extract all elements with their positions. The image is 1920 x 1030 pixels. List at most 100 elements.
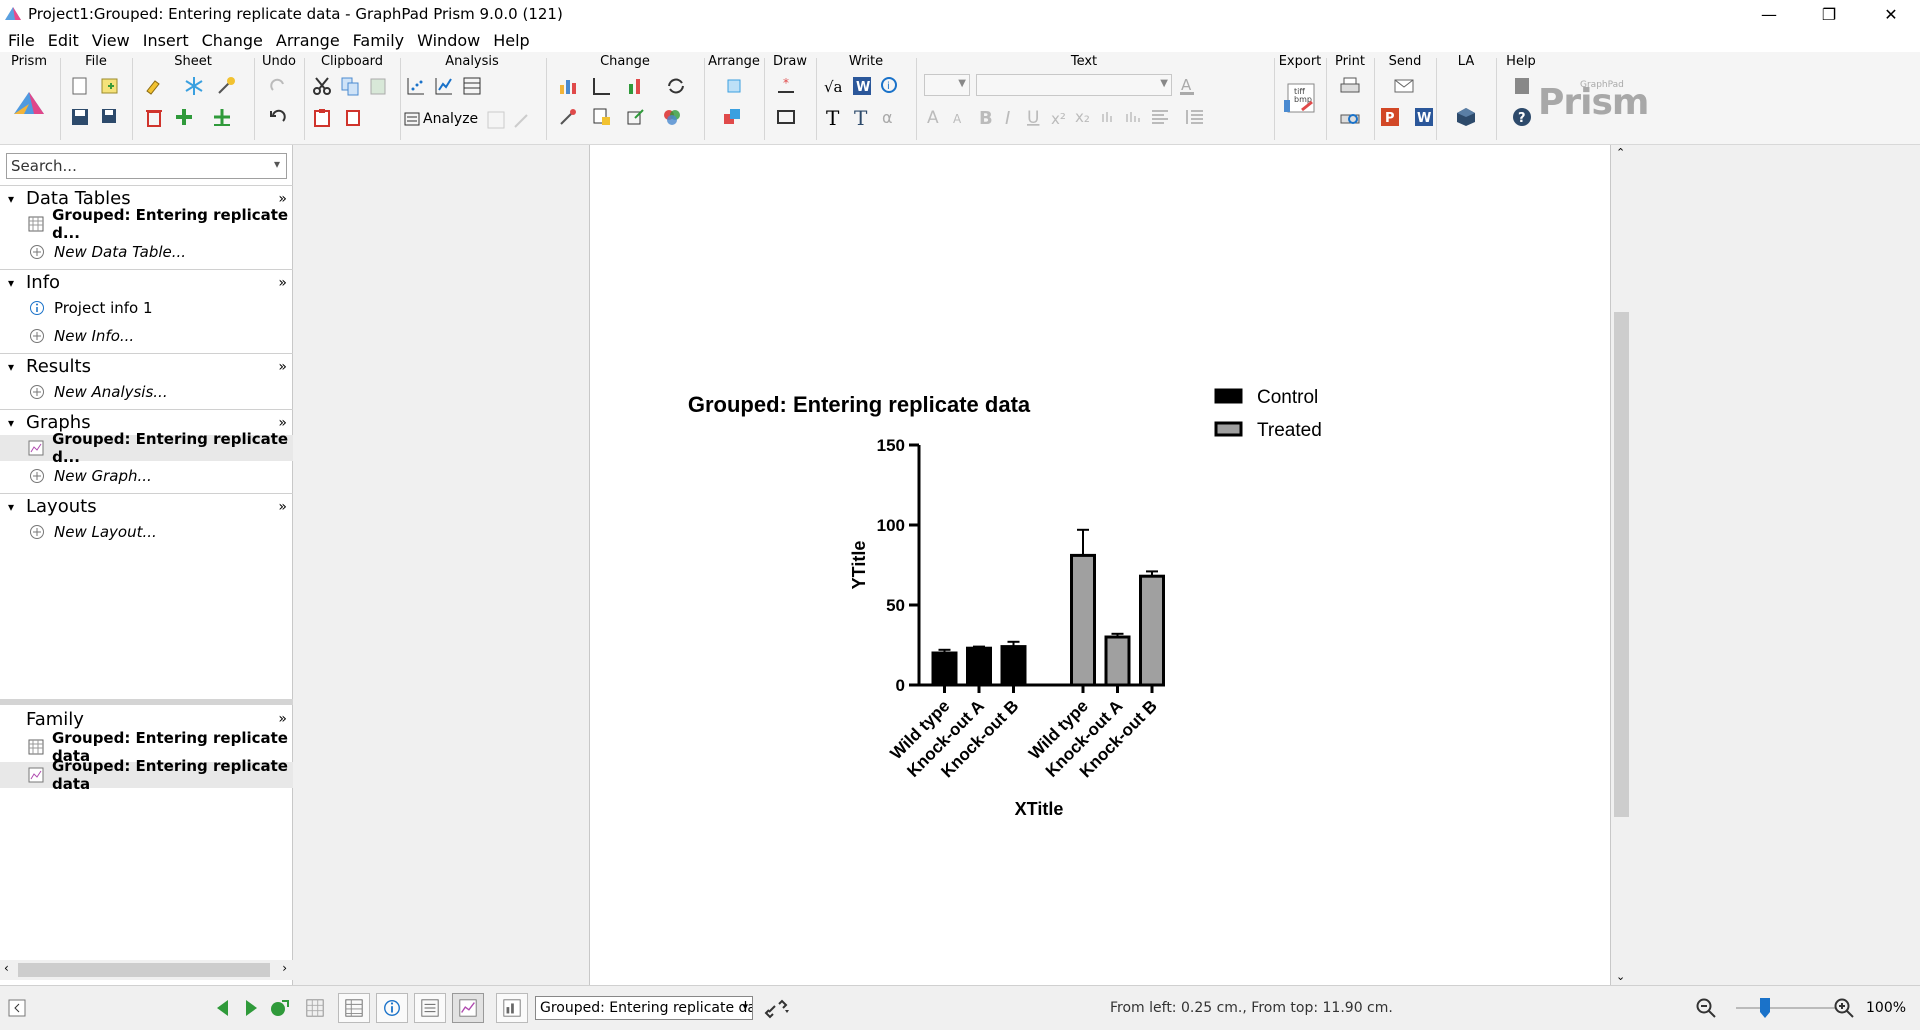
menu-edit[interactable]: Edit: [47, 30, 79, 50]
scroll-left-icon[interactable]: ‹: [4, 961, 9, 975]
paste-special-icon[interactable]: [366, 74, 390, 98]
analyze-button[interactable]: Analyze: [404, 108, 478, 130]
draw-rectangle-icon[interactable]: [774, 105, 798, 129]
bar-chart[interactable]: Grouped: Entering replicate data YTitle …: [590, 145, 1612, 985]
refresh-icon[interactable]: [664, 74, 688, 98]
align-text-icon[interactable]: [1148, 105, 1172, 129]
new-data-table-item[interactable]: New Data Table...: [0, 239, 293, 265]
add-sheet-icon[interactable]: [172, 105, 196, 129]
save-as-icon[interactable]: [98, 105, 122, 129]
collapse-arrow-icon[interactable]: ▾: [8, 275, 15, 290]
panel-splitter[interactable]: [0, 699, 293, 705]
project-info-item[interactable]: Project info 1: [0, 295, 293, 321]
format-icon[interactable]: [556, 105, 580, 129]
delete-sheet-icon[interactable]: [142, 105, 166, 129]
section-layouts[interactable]: ▾ Layouts »: [0, 493, 293, 519]
chevron-down-icon[interactable]: ▾: [742, 1000, 748, 1013]
open-file-icon[interactable]: [98, 74, 122, 98]
draw-line-icon[interactable]: *: [774, 74, 798, 98]
change-graph-type-icon[interactable]: [556, 74, 580, 98]
previous-sheet-icon[interactable]: [212, 997, 234, 1019]
prism-logo-icon[interactable]: [12, 86, 46, 120]
export-graph-icon[interactable]: [624, 105, 648, 129]
go-to-sheet-icon[interactable]: [268, 997, 290, 1019]
freeze-icon[interactable]: [182, 74, 206, 98]
text-box-icon[interactable]: T: [850, 105, 874, 129]
color-scheme-icon[interactable]: [660, 105, 684, 129]
paste-icon[interactable]: [310, 105, 334, 129]
next-sheet-icon[interactable]: [240, 997, 262, 1019]
data-table-view-icon[interactable]: [338, 993, 370, 1023]
print-icon[interactable]: [1338, 74, 1362, 98]
word-insert-icon[interactable]: W: [850, 74, 874, 98]
zoom-out-icon[interactable]: [1694, 996, 1718, 1020]
scroll-right-icon[interactable]: ›: [282, 961, 287, 975]
paste-options-icon[interactable]: [342, 105, 366, 129]
text-rotate-icon[interactable]: [1122, 105, 1146, 129]
line-spacing-icon[interactable]: [1182, 105, 1206, 129]
expand-more-icon[interactable]: »: [278, 414, 287, 431]
layout-view-icon[interactable]: [496, 993, 528, 1023]
subscript-icon[interactable]: x₂: [1072, 105, 1096, 129]
toggle-navigator-icon[interactable]: [8, 999, 26, 1017]
help-question-icon[interactable]: ?: [1510, 105, 1534, 129]
powerpoint-icon[interactable]: P: [1378, 105, 1402, 129]
expand-more-icon[interactable]: »: [278, 358, 287, 375]
new-file-icon[interactable]: [68, 74, 92, 98]
family-data-item[interactable]: Grouped: Entering replicate data: [0, 729, 293, 765]
close-button[interactable]: ✕: [1884, 4, 1898, 24]
expand-more-icon[interactable]: »: [278, 711, 287, 727]
graph-item[interactable]: Grouped: Entering replicate d...: [0, 430, 293, 466]
email-icon[interactable]: [1392, 74, 1416, 98]
graph-analysis-icon[interactable]: [432, 74, 456, 98]
search-input[interactable]: Search... ▾: [6, 153, 287, 179]
scroll-thumb[interactable]: [18, 963, 270, 977]
menu-help[interactable]: Help: [493, 30, 530, 50]
menu-window[interactable]: Window: [417, 30, 481, 50]
gallery-view-icon[interactable]: [302, 995, 328, 1021]
print-preview-icon[interactable]: [1338, 105, 1362, 129]
magic-wand-icon[interactable]: [214, 74, 238, 98]
font-color-icon[interactable]: A: [1176, 74, 1200, 98]
zoom-in-icon[interactable]: [1832, 996, 1856, 1020]
menu-arrange[interactable]: Arrange: [275, 30, 340, 50]
zoom-slider[interactable]: [1736, 998, 1836, 1018]
menu-insert[interactable]: Insert: [142, 30, 189, 50]
collapse-arrow-icon[interactable]: ▾: [8, 359, 15, 374]
new-info-item[interactable]: New Info...: [0, 323, 293, 349]
bold-icon[interactable]: B: [974, 105, 998, 129]
add-column-icon[interactable]: [210, 105, 234, 129]
section-graphs[interactable]: ▾ Graphs »: [0, 409, 293, 435]
font-size-combo[interactable]: ▼: [924, 74, 970, 96]
collapse-arrow-icon[interactable]: ▾: [8, 191, 15, 206]
sidebar-horizontal-scrollbar[interactable]: ‹ ›: [0, 960, 293, 980]
increase-font-icon[interactable]: A: [924, 105, 948, 129]
expand-more-icon[interactable]: »: [278, 190, 287, 207]
text-tool-icon[interactable]: T: [822, 105, 846, 129]
chevron-down-icon[interactable]: ▾: [273, 157, 280, 171]
graph-page[interactable]: Grouped: Entering replicate data YTitle …: [589, 145, 1611, 985]
family-graph-item[interactable]: Grouped: Entering replicate data: [0, 757, 293, 793]
sheet-selector[interactable]: Grouped: Entering replicate dat ▾: [535, 996, 753, 1020]
highlight-icon[interactable]: [142, 74, 166, 98]
axes-icon[interactable]: [590, 74, 614, 98]
scroll-thumb[interactable]: [1614, 312, 1629, 817]
scroll-down-icon[interactable]: ⌄: [1616, 970, 1626, 983]
new-analysis-item[interactable]: New Analysis...: [0, 379, 293, 405]
vertical-scrollbar[interactable]: ⌃ ⌄: [1611, 145, 1632, 985]
section-results[interactable]: ▾ Results »: [0, 353, 293, 379]
expand-more-icon[interactable]: »: [278, 498, 287, 515]
align-icon[interactable]: [722, 74, 746, 98]
cut-icon[interactable]: [310, 74, 334, 98]
italic-icon[interactable]: I: [998, 105, 1022, 129]
section-info[interactable]: ▾ Info »: [0, 269, 293, 295]
text-spacing-icon[interactable]: [1098, 105, 1122, 129]
equation-icon[interactable]: √a: [822, 74, 846, 98]
link-icon[interactable]: [762, 996, 792, 1020]
info-view-icon[interactable]: [376, 993, 408, 1023]
word-send-icon[interactable]: W: [1412, 105, 1436, 129]
data-table-item[interactable]: Grouped: Entering replicate d...: [0, 206, 293, 242]
decrease-font-icon[interactable]: A: [948, 105, 972, 129]
info-constant-icon[interactable]: i: [878, 74, 902, 98]
collapse-arrow-icon[interactable]: ▾: [8, 415, 15, 430]
